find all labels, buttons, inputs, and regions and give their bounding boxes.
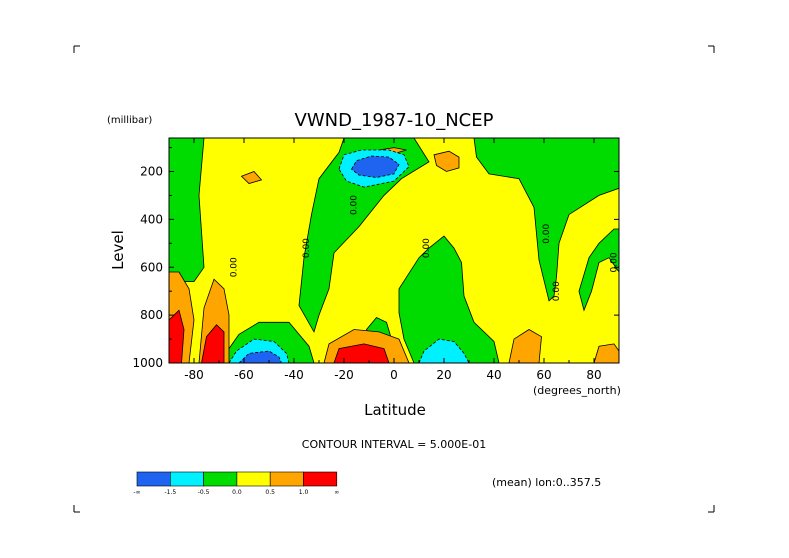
x-tick-label: 20 (436, 368, 451, 382)
legend-label: -0.5 (198, 489, 210, 496)
legend-swatch (170, 471, 204, 487)
x-tick-label: -20 (334, 368, 354, 382)
x-tick-label: -60 (234, 368, 254, 382)
x-units: (degrees_north) (533, 384, 621, 397)
y-tick-label: 800 (140, 308, 163, 322)
contour-region (418, 338, 470, 364)
corner-mark (73, 505, 80, 513)
contour-region (298, 137, 430, 333)
contour-interval: CONTOUR INTERVAL = 5.000E-01 (302, 438, 486, 451)
contour-label: 0.00 (542, 223, 552, 243)
legend-swatch (136, 471, 171, 487)
legend-label: 0.0 (232, 489, 242, 496)
contour-region (240, 171, 263, 184)
legend-swatch (269, 471, 304, 487)
x-tick-label: 40 (486, 368, 501, 382)
corner-mark (73, 45, 80, 53)
contour-label: 0.00 (552, 281, 562, 301)
x-tick-label: 60 (536, 368, 551, 382)
x-axis-label: Latitude (364, 401, 426, 419)
legend-label: 0.5 (265, 489, 275, 496)
x-tick-label: 0 (390, 368, 398, 382)
corner-mark (708, 45, 715, 53)
x-tick-label: -40 (284, 368, 304, 382)
contour-region (350, 155, 400, 178)
contour-region (168, 137, 205, 283)
legend-label: ∞ (334, 489, 339, 496)
contour-region (433, 150, 460, 172)
y-tick-label: 200 (140, 165, 163, 179)
contour-label: 0.00 (230, 257, 240, 277)
y-tick-label: 400 (140, 212, 163, 226)
contour-label: 0.00 (302, 238, 312, 258)
y-axis-label: Level (109, 230, 127, 270)
legend-swatch (303, 471, 338, 487)
contour-label: 0.00 (350, 195, 360, 215)
chart-title: VWND_1987-10_NCEP (295, 110, 494, 131)
legend-label: 1.0 (299, 489, 309, 496)
x-tick-label: -80 (184, 368, 204, 382)
legend-swatch (203, 471, 238, 487)
corner-mark (708, 505, 715, 513)
legend-swatch (236, 471, 271, 487)
y-tick-label: 600 (140, 260, 163, 274)
y-tick-label: 1000 (132, 356, 163, 370)
y-units: (millibar) (107, 115, 152, 126)
legend-label: -1.5 (164, 489, 176, 496)
legend-label: -∞ (133, 489, 140, 496)
contour-label: 0.00 (422, 238, 432, 258)
contour-region (473, 137, 620, 302)
footer-note: (mean) lon:0..357.5 (492, 476, 601, 489)
contour-label: 0.00 (610, 252, 620, 272)
contour-region (398, 235, 500, 364)
x-tick-label: 80 (586, 368, 601, 382)
contour-region (238, 350, 283, 364)
